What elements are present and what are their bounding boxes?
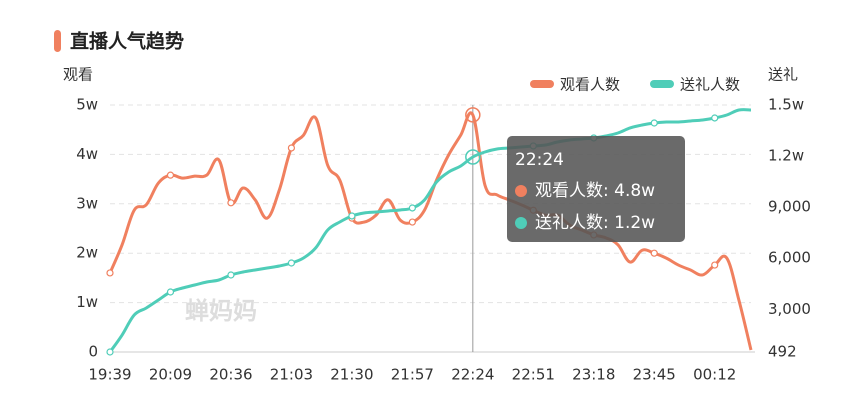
y2-axis-title: 送礼: [768, 66, 798, 84]
y2-tick-label: 6,000: [768, 249, 811, 267]
tooltip-box: [507, 136, 685, 242]
y2-tick-label: 492: [768, 343, 797, 361]
point-marker: [465, 149, 481, 165]
point-marker: [106, 269, 114, 277]
x-tick-label: 19:39: [88, 366, 131, 384]
point-marker: [650, 119, 658, 127]
series-line: [108, 108, 752, 353]
legend-swatch: [650, 80, 674, 88]
x-tick-label: 20:36: [209, 366, 252, 384]
legend-label: 送礼人数: [680, 76, 740, 94]
point-marker: [711, 114, 719, 122]
point-marker: [227, 199, 235, 207]
tooltip-line: 送礼人数: 1.2w: [535, 213, 655, 233]
y-tick-label: 3w: [76, 194, 98, 212]
x-tick-label: 23:18: [572, 366, 615, 384]
x-tick-label: 21:03: [270, 366, 313, 384]
y2-tick-label: 1.2w: [768, 147, 804, 165]
y-tick-label: 4w: [76, 145, 98, 163]
watermark: 蝉妈妈: [185, 297, 257, 325]
point-marker: [408, 204, 416, 212]
y-tick-label: 5w: [76, 96, 98, 114]
point-marker: [650, 249, 658, 257]
legend-swatch: [530, 80, 554, 88]
point-marker: [287, 259, 296, 267]
y2-tick-label: 3,000: [768, 300, 811, 318]
point-marker: [166, 171, 175, 179]
tooltip-dot: [515, 185, 527, 197]
y-tick-label: 2w: [76, 244, 98, 262]
x-tick-label: 21:57: [391, 366, 434, 384]
point-marker: [408, 218, 416, 226]
y-axis-title: 观看: [63, 66, 93, 84]
point-marker: [348, 212, 356, 220]
x-tick-label: 22:51: [512, 366, 555, 384]
chart-title: 直播人气趋势: [70, 30, 184, 53]
point-marker: [166, 288, 175, 296]
point-marker: [287, 144, 296, 152]
point-marker: [711, 261, 719, 269]
x-tick-label: 23:45: [633, 366, 676, 384]
y2-tick-label: 9,000: [768, 198, 811, 216]
point-marker: [465, 107, 481, 123]
title-accent: [54, 30, 61, 52]
x-tick-label: 00:12: [693, 366, 736, 384]
tooltip: 22:24 观看人数: 4.8w 送礼人数: 1.2w: [507, 136, 685, 242]
y-tick-label: 0: [88, 343, 98, 361]
tooltip-dot: [515, 217, 527, 229]
y-tick-label: 1w: [76, 293, 98, 311]
legend-label: 观看人数: [560, 76, 620, 94]
point-marker: [106, 348, 114, 356]
x-tick-label: 21:30: [330, 366, 373, 384]
x-tick-label: 22:24: [451, 366, 494, 384]
point-marker: [227, 271, 235, 279]
tooltip-line: 观看人数: 4.8w: [535, 181, 655, 201]
series-line: [108, 111, 753, 351]
x-tick-label: 20:09: [149, 366, 192, 384]
tooltip-title: 22:24: [515, 150, 564, 170]
y2-tick-label: 1.5w: [768, 96, 804, 114]
